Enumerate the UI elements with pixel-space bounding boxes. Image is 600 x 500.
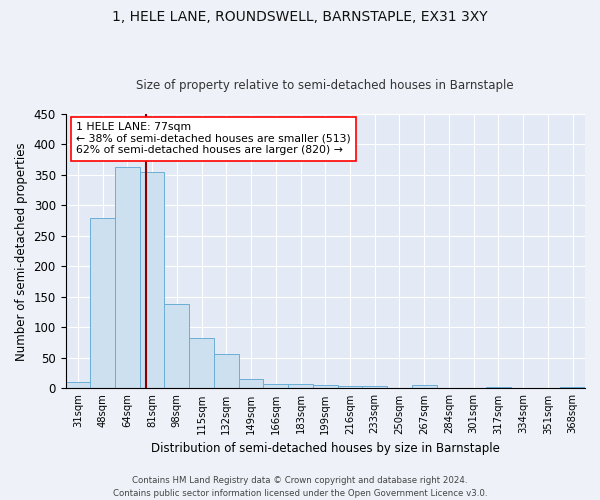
Bar — [115, 167, 140, 388]
Bar — [189, 338, 214, 388]
Bar — [140, 172, 164, 388]
Bar — [362, 386, 387, 388]
Y-axis label: Number of semi-detached properties: Number of semi-detached properties — [15, 142, 28, 360]
Bar — [90, 218, 115, 388]
Text: Contains HM Land Registry data © Crown copyright and database right 2024.
Contai: Contains HM Land Registry data © Crown c… — [113, 476, 487, 498]
Title: Size of property relative to semi-detached houses in Barnstaple: Size of property relative to semi-detach… — [136, 79, 514, 92]
Bar — [239, 378, 263, 388]
Bar — [214, 354, 239, 388]
Bar — [313, 385, 338, 388]
Text: 1, HELE LANE, ROUNDSWELL, BARNSTAPLE, EX31 3XY: 1, HELE LANE, ROUNDSWELL, BARNSTAPLE, EX… — [112, 10, 488, 24]
Bar — [263, 384, 288, 388]
Bar — [560, 386, 585, 388]
X-axis label: Distribution of semi-detached houses by size in Barnstaple: Distribution of semi-detached houses by … — [151, 442, 500, 455]
Bar — [486, 386, 511, 388]
Bar — [65, 382, 90, 388]
Bar — [164, 304, 189, 388]
Bar — [288, 384, 313, 388]
Text: 1 HELE LANE: 77sqm
← 38% of semi-detached houses are smaller (513)
62% of semi-d: 1 HELE LANE: 77sqm ← 38% of semi-detache… — [76, 122, 350, 156]
Bar — [412, 386, 437, 388]
Bar — [338, 386, 362, 388]
